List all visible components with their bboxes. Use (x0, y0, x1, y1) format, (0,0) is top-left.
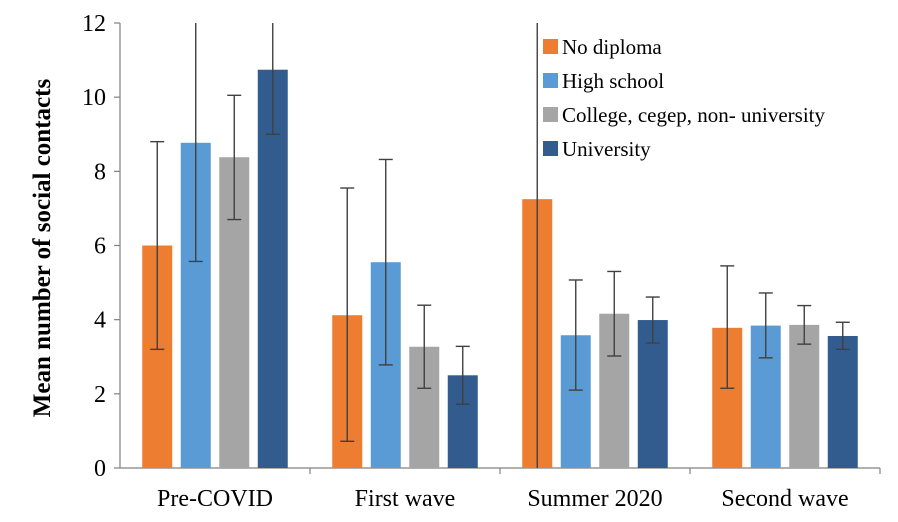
x-category-label: First wave (355, 486, 456, 512)
x-category-label: Pre-COVID (157, 486, 273, 512)
legend-swatch (543, 73, 558, 88)
legend-swatch (543, 141, 558, 156)
bar (827, 335, 858, 468)
legend-label: College, cegep, non- university (562, 103, 826, 127)
y-tick-label: 0 (94, 456, 106, 482)
x-category-labels: Pre-COVID First wave Summer 2020 Second wav… (157, 486, 849, 512)
bar (789, 324, 820, 468)
y-tick-labels: 0 2 4 6 8 10 12 (82, 11, 106, 482)
y-tick-label: 10 (82, 85, 106, 111)
y-tick-label: 6 (94, 234, 106, 260)
legend-swatch (543, 39, 558, 54)
bar (637, 320, 668, 468)
legend-label: High school (562, 69, 664, 93)
y-tick-label: 4 (94, 308, 106, 334)
x-category-label: Second wave (721, 486, 848, 512)
y-tick-label: 8 (94, 159, 106, 185)
y-tick-label: 12 (82, 11, 106, 37)
y-axis-title: Mean number of social contacts (29, 79, 56, 418)
legend-label: No diploma (562, 35, 662, 59)
x-category-label: Summer 2020 (527, 486, 662, 512)
legend: No diploma High school College, cegep, non… (543, 35, 826, 161)
legend-swatch (543, 107, 558, 122)
error-bars (150, 23, 850, 468)
y-tick-label: 2 (94, 382, 106, 408)
legend-label: University (562, 137, 651, 161)
bar (257, 69, 288, 468)
bars (142, 69, 858, 469)
